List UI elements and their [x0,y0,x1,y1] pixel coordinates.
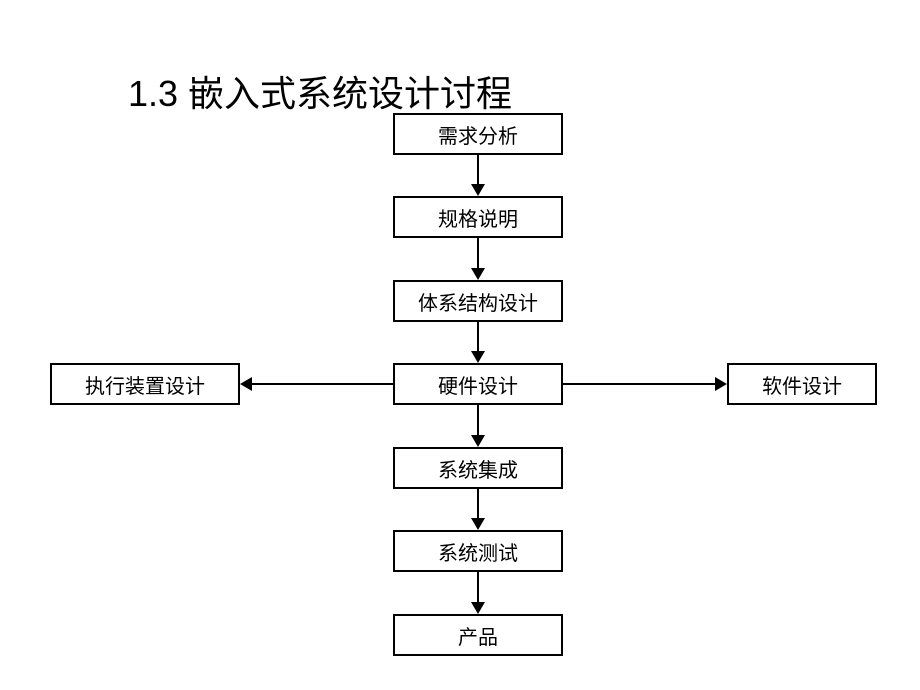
node-product: 产品 [393,614,563,656]
node-requirements: 需求分析 [393,113,563,155]
arrow-down-icon [471,268,485,280]
node-specification: 规格说明 [393,196,563,238]
node-label: 系统测试 [438,537,518,566]
node-architecture: 体系结构设计 [393,280,563,322]
edge-line [477,572,479,604]
node-testing: 系统测试 [393,530,563,572]
arrow-down-icon [471,351,485,363]
node-executor: 执行装置设计 [50,363,240,405]
node-label: 规格说明 [438,203,518,232]
arrow-down-icon [471,184,485,196]
node-label: 产品 [458,621,498,650]
node-software: 软件设计 [727,363,877,405]
arrow-down-icon [471,602,485,614]
arrow-left-icon [240,377,252,391]
edge-line [477,489,479,520]
page-title: 1.3 嵌入式系统设计讨程 [128,65,512,117]
arrow-down-icon [471,435,485,447]
node-label: 需求分析 [438,120,518,149]
edge-line [250,383,393,385]
node-label: 执行装置设计 [85,370,205,399]
edge-line [563,383,717,385]
node-label: 体系结构设计 [418,287,538,316]
edge-line [477,155,479,186]
edge-line [477,405,479,437]
node-label: 硬件设计 [438,370,518,399]
arrow-down-icon [471,518,485,530]
arrow-right-icon [715,377,727,391]
edge-line [477,238,479,270]
node-label: 系统集成 [438,454,518,483]
node-integration: 系统集成 [393,447,563,489]
node-label: 软件设计 [762,370,842,399]
edge-line [477,322,479,353]
node-hardware: 硬件设计 [393,363,563,405]
